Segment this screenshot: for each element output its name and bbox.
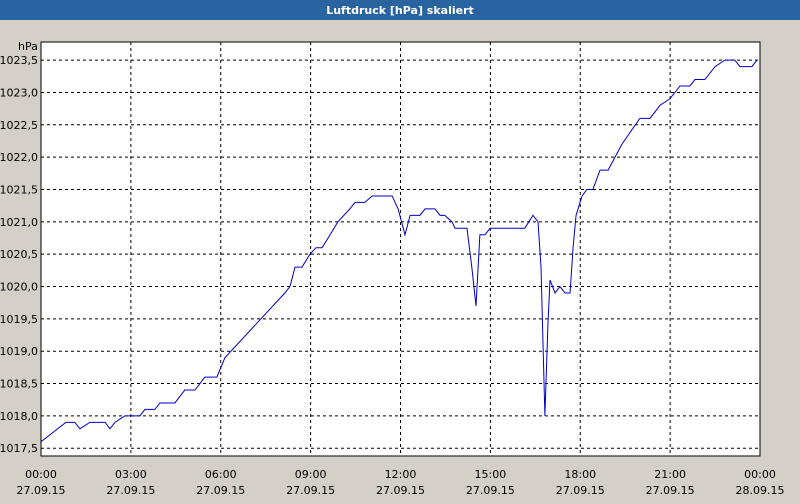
x-tick-label: 12:00 [385,468,417,481]
x-tick-date: 27.09.15 [17,484,66,497]
x-tick-label: 06:00 [205,468,237,481]
y-tick-label: 1023,0 [0,86,38,99]
y-unit: hPa [18,40,38,53]
plot-border [40,41,761,457]
y-tick-label: 1022,5 [0,119,38,132]
x-tick-date: 27.09.15 [196,484,245,497]
x-tick-label: 09:00 [295,468,327,481]
x-tick-date: 27.09.15 [466,484,515,497]
x-tick-label: 00:00 [25,468,57,481]
y-tick-label: 1018,0 [0,410,38,423]
y-tick-label: 1018,5 [0,378,38,391]
x-tick-date: 27.09.15 [376,484,425,497]
y-tick-label: 1017,5 [0,442,38,455]
x-tick-date: 28.09.15 [736,484,785,497]
x-tick-label: 00:00 [744,468,776,481]
x-tick-date: 27.09.15 [106,484,155,497]
y-tick-label: 1023,5 [0,54,38,67]
x-tick-date: 27.09.15 [286,484,335,497]
x-tick-label: 15:00 [475,468,507,481]
x-tick-date: 27.09.15 [646,484,695,497]
y-tick-label: 1021,5 [0,183,38,196]
y-tick-label: 1020,5 [0,248,38,261]
data-line [40,59,758,443]
x-tick-label: 21:00 [654,468,686,481]
y-tick-label: 1021,0 [0,216,38,229]
y-tick-label: 1019,0 [0,345,38,358]
x-tick-date: 27.09.15 [556,484,605,497]
y-tick-label: 1019,5 [0,313,38,326]
y-tick-label: 1022,0 [0,151,38,164]
x-tick-label: 18:00 [564,468,596,481]
y-tick-label: 1020,0 [0,281,38,294]
x-tick-label: 03:00 [115,468,147,481]
title-bar [0,0,800,20]
chart-title: Luftdruck [hPa] skaliert [326,4,474,17]
